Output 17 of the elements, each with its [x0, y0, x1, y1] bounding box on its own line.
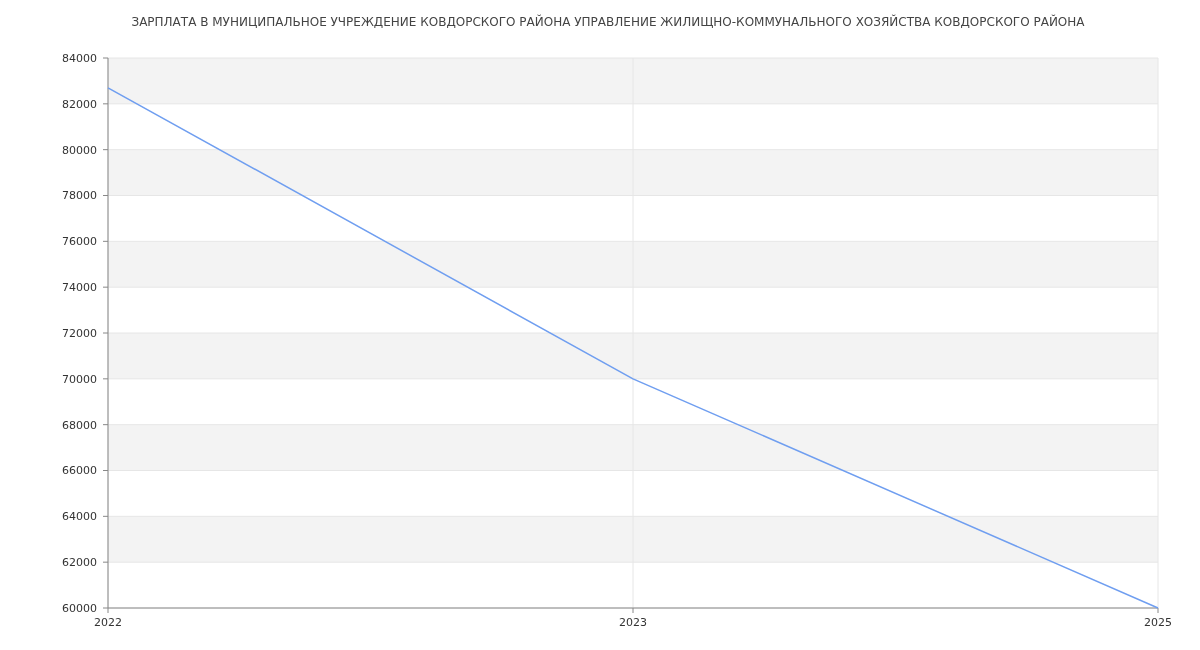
- x-tick-label: 2023: [619, 616, 647, 629]
- y-tick-label: 60000: [62, 601, 97, 615]
- y-tick-label: 62000: [62, 556, 97, 570]
- y-tick-label: 82000: [62, 97, 97, 111]
- y-tick-label: 76000: [62, 235, 97, 249]
- y-tick-label: 70000: [62, 372, 97, 386]
- y-tick-label: 64000: [62, 510, 97, 524]
- y-tick-label: 66000: [62, 464, 97, 478]
- y-tick-label: 74000: [62, 281, 97, 295]
- x-tick-label: 2022: [94, 616, 122, 629]
- y-tick-label: 72000: [62, 326, 97, 340]
- x-tick-label: 2025: [1144, 616, 1172, 629]
- chart-title: ЗАРПЛАТА В МУНИЦИПАЛЬНОЕ УЧРЕЖДЕНИЕ КОВДОРСКОГО РАЙОНА УПРАВЛЕНИЕ ЖИЛИЩНО-КОММУНАЛЬНОГО ХОЗЯЙСТВА КОВДОРСКОГО РАЙОНА: [131, 14, 1086, 29]
- y-tick-label: 84000: [62, 51, 97, 65]
- y-tick-label: 78000: [62, 189, 97, 203]
- y-tick-label: 80000: [62, 143, 97, 157]
- y-tick-label: 68000: [62, 418, 97, 432]
